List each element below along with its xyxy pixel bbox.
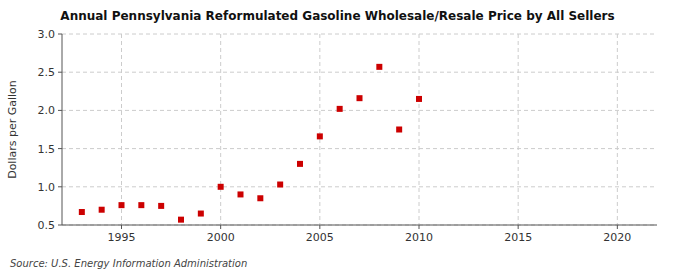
x-tick-label: 2005 — [306, 231, 334, 244]
y-tick — [58, 186, 62, 187]
x-tick — [419, 225, 420, 229]
y-tick-label: 2.5 — [38, 66, 56, 79]
point — [317, 133, 323, 139]
axes: 1995 2000 2005 2010 2015 2020 0.5 1.0 1.5 2.0 2.5 3… — [38, 28, 658, 244]
y-grid-line — [62, 34, 657, 35]
x-tick-label: 2015 — [504, 231, 532, 244]
x-axis-line — [62, 225, 657, 226]
point — [218, 184, 224, 190]
x-tick — [121, 225, 122, 229]
y-grid-line — [62, 186, 657, 187]
point — [99, 207, 105, 213]
point — [178, 217, 184, 223]
chart-container: 1995 2000 2005 2010 2015 2020 0.5 1.0 1.5 2.0 2.5 3… — [0, 0, 675, 275]
x-grid-line — [319, 34, 320, 225]
source-note: Source: U.S. Energy Information Administ… — [10, 258, 247, 269]
y-tick-label: 3.0 — [38, 28, 56, 41]
title: Annual Pennsylvania Reformulated Gasolin… — [60, 9, 614, 23]
y-axis-line — [62, 34, 63, 225]
y-grid-line — [62, 148, 657, 149]
y-tick — [58, 110, 62, 111]
x-tick — [518, 225, 519, 229]
x-grid-line — [617, 34, 618, 225]
y-tick — [58, 148, 62, 149]
point — [376, 64, 382, 70]
point — [119, 202, 125, 208]
point — [79, 209, 85, 215]
point — [357, 95, 363, 101]
x-grid-line — [220, 34, 221, 225]
point — [238, 191, 244, 197]
y-tick-label: 0.5 — [38, 219, 56, 232]
y-tick — [58, 225, 62, 226]
points — [79, 64, 422, 223]
y-tick-label: 1.0 — [38, 181, 56, 194]
y-axis-label: Dollars per Gallon — [6, 80, 19, 179]
point — [198, 211, 204, 217]
point — [257, 195, 263, 201]
y-grid-line — [62, 110, 657, 111]
x-tick — [319, 225, 320, 229]
chart: 1995 2000 2005 2010 2015 2020 0.5 1.0 1.5 2.0 2.5 3… — [0, 0, 675, 275]
y-tick — [58, 72, 62, 73]
x-tick — [617, 225, 618, 229]
y-tick — [58, 34, 62, 35]
point — [396, 127, 402, 133]
x-tick-label: 1995 — [108, 231, 136, 244]
x-tick-label: 2000 — [207, 231, 235, 244]
y-grid-line — [62, 225, 657, 226]
y-grid-line — [62, 72, 657, 73]
point — [158, 203, 164, 209]
x-tick-label: 2010 — [405, 231, 433, 244]
grid — [62, 34, 657, 225]
x-tick — [220, 225, 221, 229]
x-grid-line — [121, 34, 122, 225]
point — [138, 202, 144, 208]
y-tick-label: 1.5 — [38, 143, 56, 156]
x-grid-line — [419, 34, 420, 225]
x-grid-line — [518, 34, 519, 225]
point — [297, 161, 303, 167]
y-tick-label: 2.0 — [38, 104, 56, 117]
point — [416, 96, 422, 102]
point — [337, 106, 343, 112]
x-tick-label: 2020 — [603, 231, 631, 244]
point — [277, 182, 283, 188]
